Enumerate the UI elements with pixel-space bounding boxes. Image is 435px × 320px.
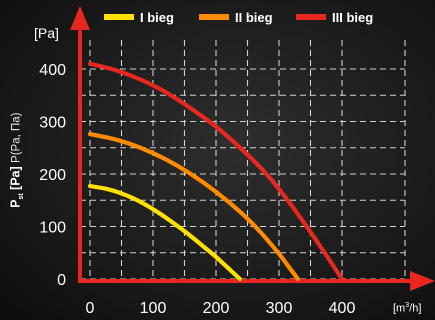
x-tick-label: 300	[266, 300, 293, 317]
y-tick-label: 300	[39, 115, 66, 132]
legend-label-2: II bieg	[235, 10, 273, 25]
y-tick-label: 200	[39, 167, 66, 184]
y-tick-label: 400	[39, 62, 66, 79]
series-line-3	[87, 61, 345, 282]
y-axis-label-symbol: P	[8, 199, 23, 208]
x-tick-label: 400	[329, 300, 356, 317]
x-axis-unit-sup: 3	[405, 302, 410, 309]
y-axis-label: Pst [Pa] P(Pa, Па)	[0, 85, 34, 235]
x-axis-arrow	[410, 271, 435, 291]
axes	[70, 6, 435, 291]
legend-label-3: III bieg	[332, 10, 373, 25]
x-tick-label: 100	[140, 300, 167, 317]
y-axis-label-unit: [Pa]	[8, 166, 23, 190]
x-axis-unit-end: /h]	[409, 302, 422, 315]
x-axis-unit-base: [m	[393, 302, 406, 315]
y-tick-label: 100	[39, 220, 66, 237]
legend-swatch-2	[199, 14, 229, 20]
legend: I bieg II bieg III bieg	[104, 10, 373, 25]
curves	[87, 61, 345, 282]
legend-swatch-3	[296, 14, 326, 20]
y-tick-label: 0	[57, 272, 66, 289]
series-line-1	[87, 183, 243, 282]
y-axis-label-rest: P(Pa, Па)	[10, 112, 23, 163]
tick-labels: 0 100 200 300 400 0 100 200 300 400	[39, 62, 355, 317]
legend-label-1: I bieg	[140, 10, 174, 25]
x-axis-unit: [m3/h]	[393, 302, 421, 315]
x-tick-label: 0	[86, 300, 95, 317]
series-line-2	[87, 132, 300, 282]
x-tick-label: 200	[203, 300, 230, 317]
y-axis-label-sub: st	[18, 193, 26, 200]
y-axis-unit: [Pa]	[34, 25, 59, 41]
legend-swatch-1	[104, 14, 134, 20]
y-axis-arrow	[70, 6, 90, 30]
